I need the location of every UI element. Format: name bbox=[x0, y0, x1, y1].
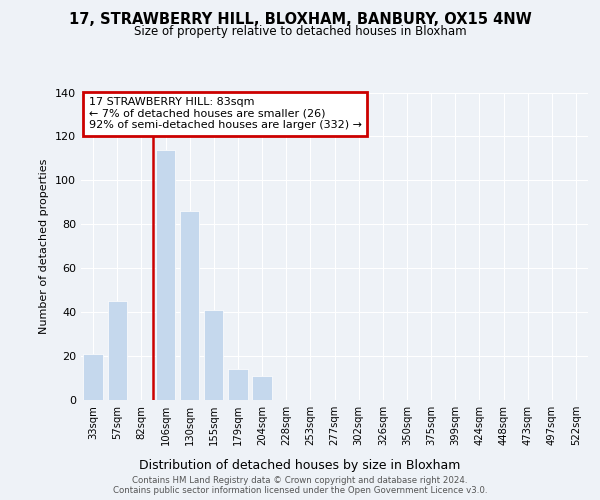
Bar bbox=[180, 211, 199, 400]
Text: Contains HM Land Registry data © Crown copyright and database right 2024.
Contai: Contains HM Land Registry data © Crown c… bbox=[113, 476, 487, 495]
Y-axis label: Number of detached properties: Number of detached properties bbox=[40, 158, 49, 334]
Bar bbox=[228, 369, 248, 400]
Bar bbox=[83, 354, 103, 400]
Text: 17 STRAWBERRY HILL: 83sqm
← 7% of detached houses are smaller (26)
92% of semi-d: 17 STRAWBERRY HILL: 83sqm ← 7% of detach… bbox=[89, 97, 362, 130]
Bar bbox=[107, 301, 127, 400]
Text: Distribution of detached houses by size in Bloxham: Distribution of detached houses by size … bbox=[139, 460, 461, 472]
Bar bbox=[156, 150, 175, 400]
Bar bbox=[204, 310, 223, 400]
Text: 17, STRAWBERRY HILL, BLOXHAM, BANBURY, OX15 4NW: 17, STRAWBERRY HILL, BLOXHAM, BANBURY, O… bbox=[68, 12, 532, 28]
Text: Size of property relative to detached houses in Bloxham: Size of property relative to detached ho… bbox=[134, 25, 466, 38]
Bar bbox=[253, 376, 272, 400]
